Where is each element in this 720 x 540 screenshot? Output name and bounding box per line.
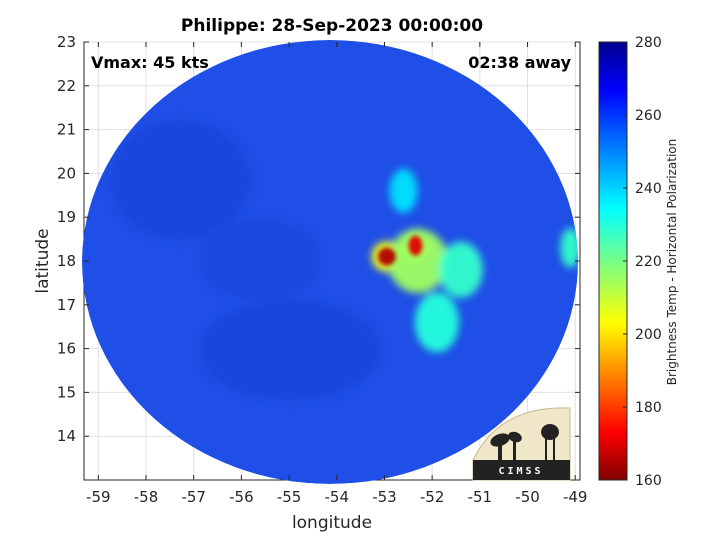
y-tick-label: 20 [57, 164, 76, 182]
y-tick-label: 15 [57, 383, 76, 401]
colorbar-tick-label: 220 [635, 254, 662, 270]
band-east [438, 241, 483, 298]
colorbar-tick-label: 240 [635, 181, 662, 197]
y-axis-label: latitude [33, 228, 53, 293]
colorbar-tick-label: 260 [635, 108, 662, 124]
edge-east [560, 227, 578, 268]
y-tick-label: 21 [57, 121, 76, 139]
band-north [389, 168, 418, 213]
x-axis-ticks: -59 -58 -57 -56 -55 -54 -53 -52 -51 -50 -49 [86, 42, 587, 506]
y-tick-label: 23 [57, 33, 76, 51]
y-axis-ticks: 14 15 16 17 18 19 20 21 22 23 [57, 33, 580, 445]
chart-title: Philippe: 28-Sep-2023 00:00:00 [181, 16, 483, 36]
x-tick-label: -52 [420, 488, 445, 506]
colorbar-label: Brightness Temp - Horizontal Polarizatio… [665, 139, 679, 386]
x-axis-label: longitude [292, 513, 372, 533]
storm-cores [377, 235, 423, 266]
band-inner [387, 229, 448, 293]
colorbar-tick-label: 280 [635, 35, 662, 51]
colorbar-tick-label: 180 [635, 400, 662, 416]
y-tick-label: 18 [57, 252, 76, 270]
core-1 [377, 247, 396, 266]
y-tick-label: 14 [57, 427, 76, 445]
x-tick-label: -59 [86, 488, 111, 506]
darker-patches [110, 120, 380, 400]
x-tick-label: -55 [277, 488, 302, 506]
swath-background [82, 40, 578, 484]
x-tick-label: -58 [134, 488, 159, 506]
x-tick-label: -50 [515, 488, 540, 506]
brightness-temp-field [82, 40, 578, 484]
x-tick-label: -57 [181, 488, 206, 506]
x-tick-label: -54 [325, 488, 350, 506]
colorbar [598, 41, 628, 481]
colorbar-tick-label: 200 [635, 327, 662, 343]
x-tick-label: -51 [468, 488, 493, 506]
core-2 [408, 235, 423, 256]
cimss-logo: CIMSS [472, 407, 571, 481]
colorbar-tick-label: 160 [635, 473, 662, 489]
band-south [414, 292, 459, 353]
x-tick-label: -49 [563, 488, 588, 506]
colorbar-ticks: 280 260 240 220 200 180 160 [623, 35, 662, 489]
water-tower-icon [541, 424, 559, 460]
storm-features [371, 168, 578, 353]
satellite-dish-icon [490, 431, 522, 460]
time-offset-annotation: 02:38 away [468, 53, 571, 72]
y-tick-label: 17 [57, 296, 76, 314]
vmax-annotation: Vmax: 45 kts [91, 53, 209, 72]
y-tick-label: 22 [57, 77, 76, 95]
x-tick-label: -56 [229, 488, 254, 506]
x-tick-label: -53 [372, 488, 397, 506]
y-tick-label: 19 [57, 208, 76, 226]
svg-text:CIMSS: CIMSS [498, 466, 543, 477]
y-tick-label: 16 [57, 340, 76, 358]
